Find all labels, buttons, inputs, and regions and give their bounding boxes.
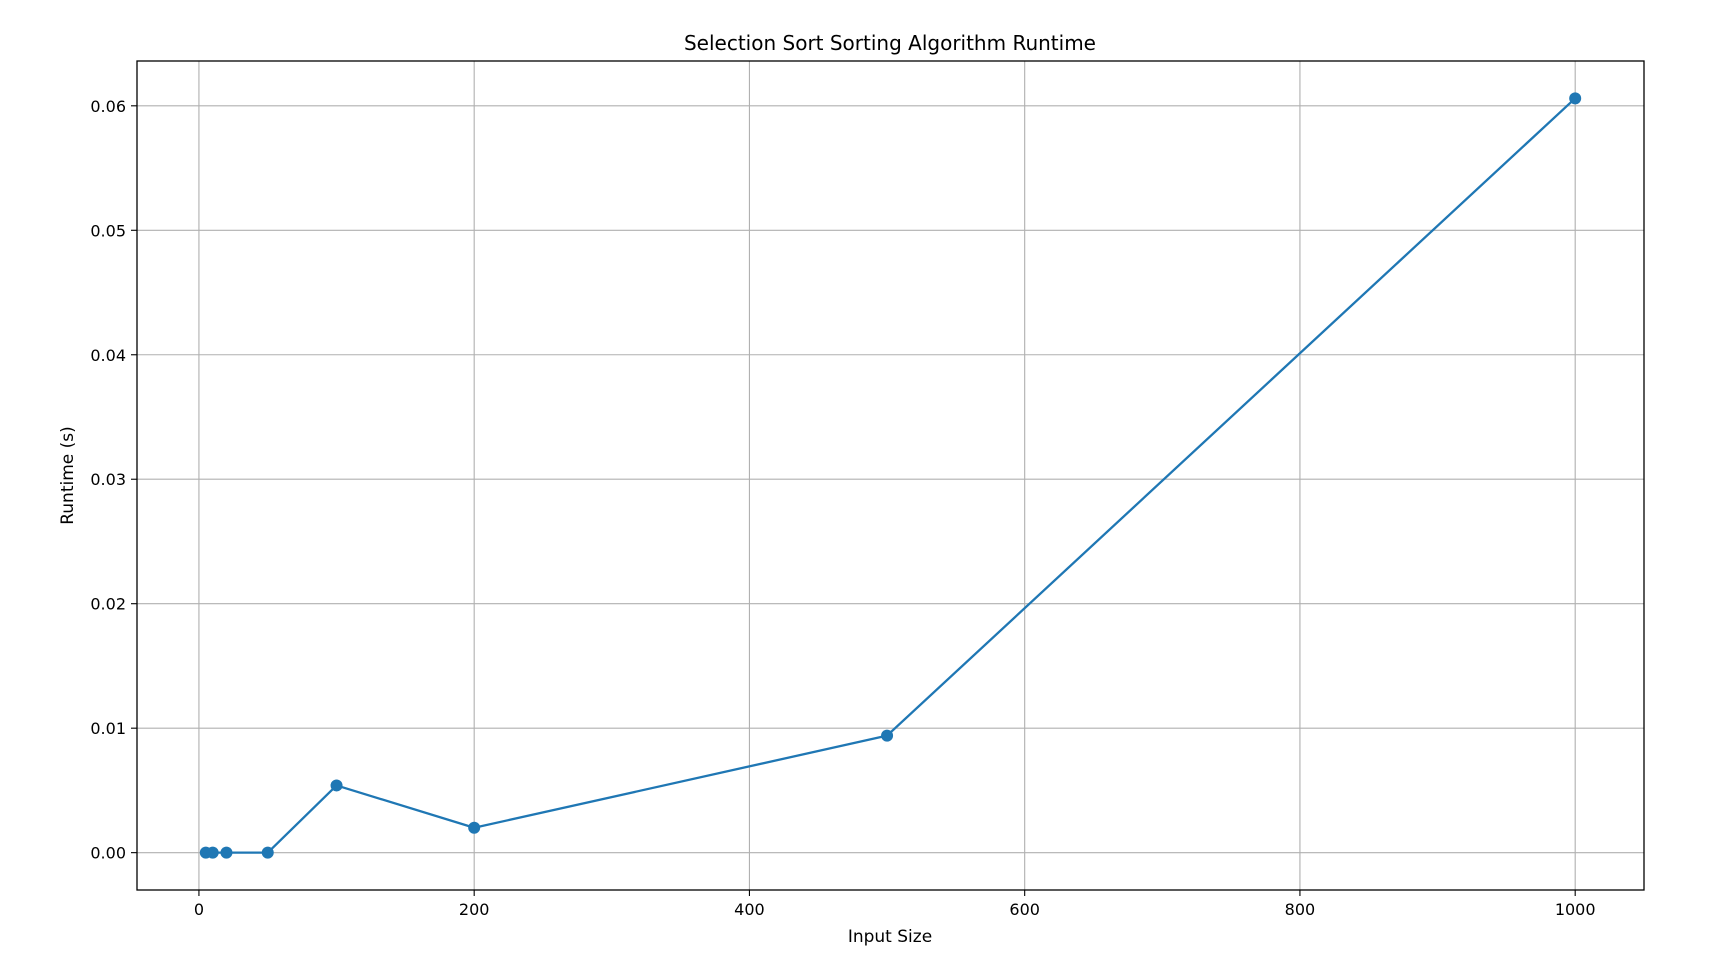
x-tick-label: 200 <box>459 900 490 919</box>
y-tick-label: 0.06 <box>90 97 126 116</box>
x-tick-label: 600 <box>1009 900 1040 919</box>
y-tick-label: 0.02 <box>90 595 126 614</box>
x-axis-label: Input Size <box>848 927 932 947</box>
y-tick-label: 0.03 <box>90 470 126 489</box>
y-tick-label: 0.00 <box>90 844 126 863</box>
x-tick-label: 400 <box>734 900 765 919</box>
data-point-marker <box>330 779 343 792</box>
grid-lines <box>137 61 1644 890</box>
data-point-marker <box>261 846 274 859</box>
y-tick-label: 0.05 <box>90 221 126 240</box>
plot-area-frame <box>136 60 1645 891</box>
x-axis-ticks: 0 200 400 600 800 1000 <box>194 890 1596 919</box>
x-tick-label: 800 <box>1285 900 1316 919</box>
data-series <box>199 92 1582 859</box>
data-point-marker <box>1569 92 1582 105</box>
data-point-marker <box>206 846 219 859</box>
x-tick-label: 0 <box>194 900 204 919</box>
y-axis-ticks: 0.00 0.01 0.02 0.03 0.04 0.05 0.06 <box>90 97 137 863</box>
data-point-marker <box>468 821 481 834</box>
data-point-marker <box>220 846 233 859</box>
x-tick-label: 1000 <box>1555 900 1596 919</box>
y-tick-label: 0.04 <box>90 346 126 365</box>
y-tick-label: 0.01 <box>90 719 126 738</box>
chart-title: Selection Sort Sorting Algorithm Runtime <box>684 31 1096 55</box>
data-point-marker <box>881 729 894 742</box>
y-axis-label: Runtime (s) <box>58 426 78 525</box>
